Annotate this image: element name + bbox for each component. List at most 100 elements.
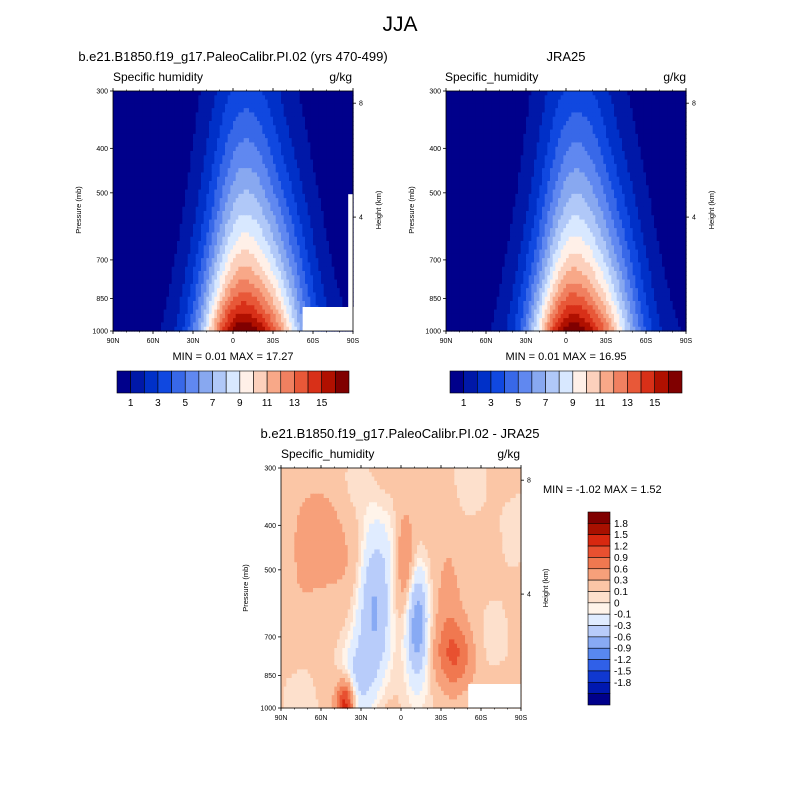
- contour-cell: [302, 176, 306, 182]
- contour-cell: [222, 103, 226, 109]
- contour-cell: [275, 283, 279, 289]
- contour-cell: [278, 322, 282, 328]
- contour-cell: [337, 129, 341, 135]
- contour-cell: [339, 155, 343, 161]
- contour-cell: [193, 211, 197, 216]
- contour-cell: [251, 309, 255, 315]
- contour-cell: [209, 185, 213, 191]
- contour-cell: [158, 121, 162, 126]
- contour-cell: [345, 146, 349, 152]
- contour-cell: [238, 129, 242, 135]
- contour-cell: [259, 163, 263, 169]
- contour-cell: [217, 232, 221, 238]
- contour-cell: [161, 322, 165, 328]
- contour-cell: [182, 322, 186, 328]
- contour-cell: [155, 142, 159, 148]
- contour-cell: [179, 211, 183, 216]
- contour-cell: [262, 185, 266, 191]
- contour-cell: [113, 215, 117, 221]
- contour-cell: [166, 279, 170, 285]
- contour-cell: [201, 202, 205, 208]
- contour-cell: [291, 313, 295, 319]
- contour-cell: [315, 159, 319, 165]
- contour-cell: [227, 275, 231, 281]
- contour-cell: [145, 318, 149, 324]
- contour-cell: [334, 168, 338, 174]
- contour-cell: [214, 138, 218, 144]
- contour-cell: [291, 309, 295, 315]
- contour-cell: [166, 108, 170, 114]
- contour-cell: [270, 301, 274, 306]
- contour-cell: [286, 91, 290, 96]
- contour-cell: [195, 95, 199, 101]
- contour-cell: [286, 151, 290, 156]
- contour-cell: [297, 309, 301, 315]
- contour-cell: [273, 271, 277, 276]
- contour-cell: [310, 253, 314, 259]
- contour-cell: [166, 99, 170, 105]
- contour-cell: [174, 112, 178, 118]
- contour-cell: [281, 189, 285, 195]
- contour-cell: [294, 172, 298, 178]
- contour-cell: [265, 215, 269, 221]
- contour-cell: [257, 159, 261, 165]
- contour-cell: [217, 168, 221, 174]
- contour-cell: [211, 223, 215, 229]
- contour-cell: [214, 168, 218, 174]
- contour-cell: [257, 266, 261, 272]
- contour-cell: [137, 215, 141, 221]
- contour-cell: [161, 168, 165, 174]
- contour-cell: [203, 168, 207, 174]
- contour-cell: [249, 275, 253, 281]
- contour-cell: [339, 133, 343, 139]
- contour-cell: [294, 258, 298, 264]
- contour-cell: [139, 193, 143, 199]
- contour-cell: [233, 193, 237, 199]
- contour-cell: [321, 292, 325, 298]
- contour-cell: [222, 172, 226, 178]
- contour-cell: [291, 236, 295, 242]
- contour-cell: [339, 108, 343, 114]
- contour-cell: [121, 245, 125, 251]
- contour-cell: [113, 305, 117, 311]
- contour-cell: [265, 185, 269, 191]
- contour-cell: [158, 275, 162, 281]
- contour-cell: [275, 318, 279, 324]
- contour-cell: [147, 189, 151, 195]
- contour-cell: [334, 91, 338, 96]
- contour-cell: [270, 202, 274, 208]
- contour-cell: [187, 121, 191, 126]
- contour-cell: [129, 181, 133, 186]
- contour-cell: [289, 99, 293, 105]
- contour-cell: [177, 95, 181, 101]
- contour-cell: [331, 232, 335, 238]
- contour-cell: [337, 108, 341, 114]
- contour-cell: [254, 219, 258, 225]
- contour-cell: [150, 129, 154, 135]
- contour-cell: [243, 142, 247, 148]
- contour-cell: [155, 228, 159, 234]
- contour-cell: [206, 305, 210, 311]
- contour-cell: [209, 219, 213, 225]
- contour-cell: [169, 305, 173, 311]
- contour-cell: [131, 112, 135, 118]
- contour-cell: [289, 266, 293, 272]
- contour-cell: [302, 253, 306, 259]
- contour-cell: [171, 245, 175, 251]
- contour-cell: [201, 91, 205, 96]
- contour-cell: [211, 266, 215, 272]
- contour-cell: [227, 266, 231, 272]
- contour-cell: [345, 275, 349, 281]
- contour-cell: [275, 202, 279, 208]
- contour-cell: [206, 253, 210, 259]
- contour-cell: [182, 202, 186, 208]
- contour-cell: [182, 198, 186, 204]
- contour-cell: [243, 181, 247, 186]
- contour-cell: [307, 121, 311, 126]
- contour-cell: [299, 309, 303, 315]
- contour-cell: [249, 193, 253, 199]
- contour-cell: [321, 232, 325, 238]
- contour-cell: [347, 138, 351, 144]
- contour-cell: [230, 249, 234, 255]
- contour-cell: [286, 103, 290, 109]
